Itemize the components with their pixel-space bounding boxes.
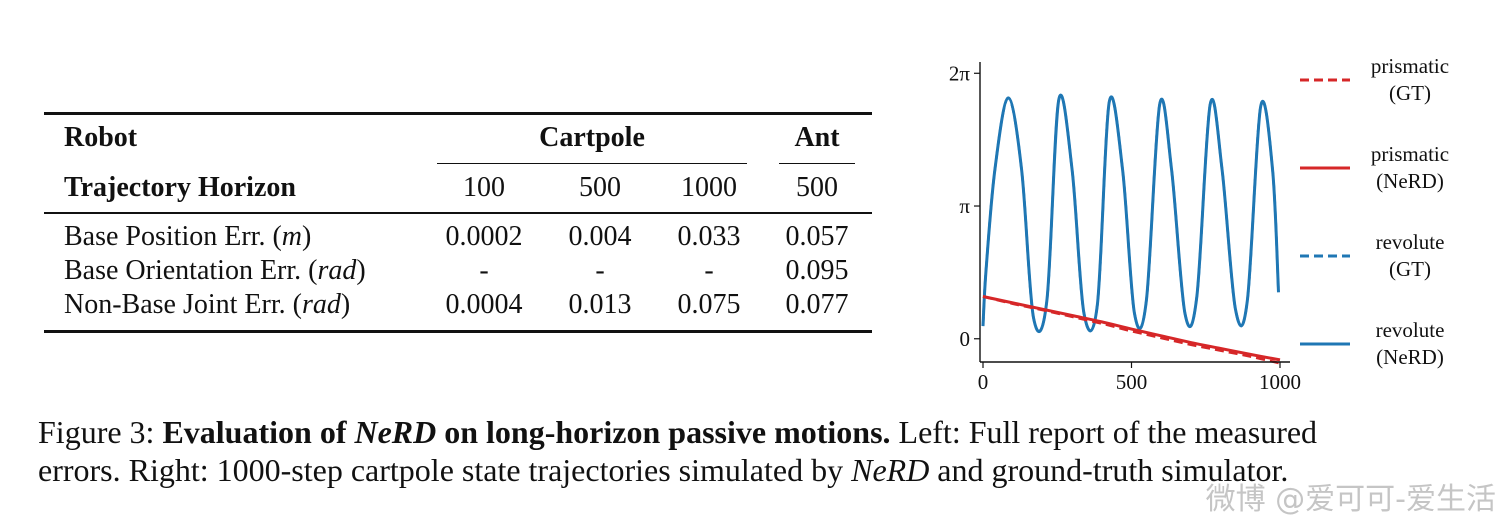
row-label: Base Position Err. (m) — [64, 221, 312, 252]
ant-cmidrule — [779, 163, 855, 164]
row-label: Non-Base Joint Err. (rad) — [64, 289, 351, 320]
legend-label: (NeRD) — [1376, 169, 1444, 193]
table-cell: - — [479, 255, 489, 286]
y-tick-label: 0 — [960, 327, 971, 351]
legend-label: (GT) — [1389, 257, 1431, 281]
series-line-2 — [981, 93, 1280, 333]
watermark: 微博 @爱可可-爱生活 — [1205, 482, 1496, 517]
horizon-ant-500: 500 — [796, 172, 838, 203]
legend-label: revolute — [1376, 230, 1445, 254]
legend-label: (GT) — [1389, 81, 1431, 105]
series-line-3 — [981, 93, 1281, 334]
horizon-100: 100 — [463, 172, 505, 203]
y-tick-label: 2π — [949, 61, 971, 85]
x-tick-label: 500 — [1116, 370, 1148, 394]
table-cell: 0.0004 — [445, 289, 523, 320]
horizon-500: 500 — [579, 172, 621, 203]
cartpole-cmidrule — [437, 163, 747, 164]
horizon-1000: 1000 — [681, 172, 737, 203]
header-cartpole: Cartpole — [539, 122, 645, 153]
table-mid-rule — [44, 212, 872, 214]
table-cell: 0.013 — [568, 289, 632, 320]
table-bottom-rule — [44, 330, 872, 333]
legend-label: prismatic — [1371, 54, 1449, 78]
trajectory-chart: 0 500 1000 0 π 2π prismatic (GT) prismatic (NeRD… — [949, 54, 1449, 394]
x-tick-label: 0 — [978, 370, 989, 394]
plot-area — [981, 93, 1281, 365]
legend-label: (NeRD) — [1376, 345, 1444, 369]
table-cell: 0.0002 — [445, 221, 523, 252]
axes: 0 500 1000 0 π 2π — [949, 61, 1301, 394]
header-ant: Ant — [794, 122, 840, 153]
legend-label: revolute — [1376, 318, 1445, 342]
results-table: Robot Cartpole Ant Trajectory Horizon 10… — [44, 112, 872, 336]
header-trajectory-horizon: Trajectory Horizon — [64, 172, 296, 203]
table-cell: 0.075 — [677, 289, 741, 320]
figure-caption: Figure 3: Evaluation of NeRD on long-hor… — [38, 413, 1478, 489]
table-top-rule — [44, 112, 872, 115]
x-tick-label: 1000 — [1259, 370, 1301, 394]
caption-line-2: errors. Right: 1000-step cartpole state … — [38, 452, 1289, 488]
table-cell: 0.077 — [785, 289, 849, 320]
series-line-1 — [982, 295, 1281, 362]
table-cell: 0.095 — [785, 255, 849, 286]
table-cell: 0.057 — [785, 221, 849, 252]
series-line-0 — [982, 295, 1281, 365]
table-cell: 0.004 — [568, 221, 632, 252]
table-cell: 0.033 — [677, 221, 741, 252]
header-robot: Robot — [64, 122, 138, 153]
legend: prismatic (GT) prismatic (NeRD) revolute (GT)… — [1300, 54, 1449, 369]
caption-line-1: Figure 3: Evaluation of NeRD on long-hor… — [38, 414, 1318, 450]
table-cell: - — [704, 255, 714, 286]
legend-label: prismatic — [1371, 142, 1449, 166]
table-cell: - — [595, 255, 605, 286]
row-label: Base Orientation Err. (rad) — [64, 255, 366, 286]
y-tick-label: π — [959, 194, 970, 218]
